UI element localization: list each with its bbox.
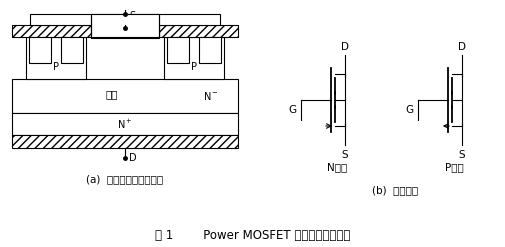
Bar	[26, 37, 86, 79]
Text: G: G	[405, 105, 413, 115]
Text: N沟道: N沟道	[326, 162, 346, 172]
Bar	[198, 37, 221, 63]
Text: 图 1        Power MOSFET 的结构和电气符号: 图 1 Power MOSFET 的结构和电气符号	[155, 228, 350, 242]
Text: P: P	[53, 62, 59, 72]
Text: D: D	[457, 42, 465, 52]
Bar	[164, 37, 224, 79]
Bar	[12, 135, 237, 148]
Text: (a)  内部结构剪面示意图: (a) 内部结构剪面示意图	[86, 174, 163, 184]
Text: N$^+$: N$^+$	[117, 118, 132, 131]
Bar	[61, 37, 83, 63]
Bar	[29, 37, 51, 63]
Text: P沟道: P沟道	[444, 162, 463, 172]
Text: D: D	[129, 153, 136, 163]
Text: N$^-$: N$^-$	[203, 90, 218, 102]
Bar	[167, 37, 189, 63]
Text: N$^+$: N$^+$	[66, 44, 78, 56]
Text: 沟道: 沟道	[105, 89, 118, 99]
Bar	[91, 37, 159, 38]
Bar	[12, 113, 237, 135]
Text: S: S	[129, 11, 135, 21]
Text: D: D	[340, 42, 348, 52]
Text: N$^+$: N$^+$	[171, 44, 184, 56]
Bar	[12, 25, 91, 37]
Bar	[30, 14, 220, 25]
Text: (b)  电气符号: (b) 电气符号	[371, 185, 417, 195]
Text: S: S	[341, 150, 347, 160]
Text: P: P	[190, 62, 196, 72]
Text: N$^+$: N$^+$	[203, 44, 216, 56]
Bar	[91, 14, 159, 38]
Text: N$^+$: N$^+$	[33, 44, 46, 56]
Bar	[12, 79, 237, 113]
Text: G: G	[129, 23, 136, 33]
Bar	[159, 25, 237, 37]
Text: S: S	[458, 150, 465, 160]
Text: G: G	[288, 105, 296, 115]
